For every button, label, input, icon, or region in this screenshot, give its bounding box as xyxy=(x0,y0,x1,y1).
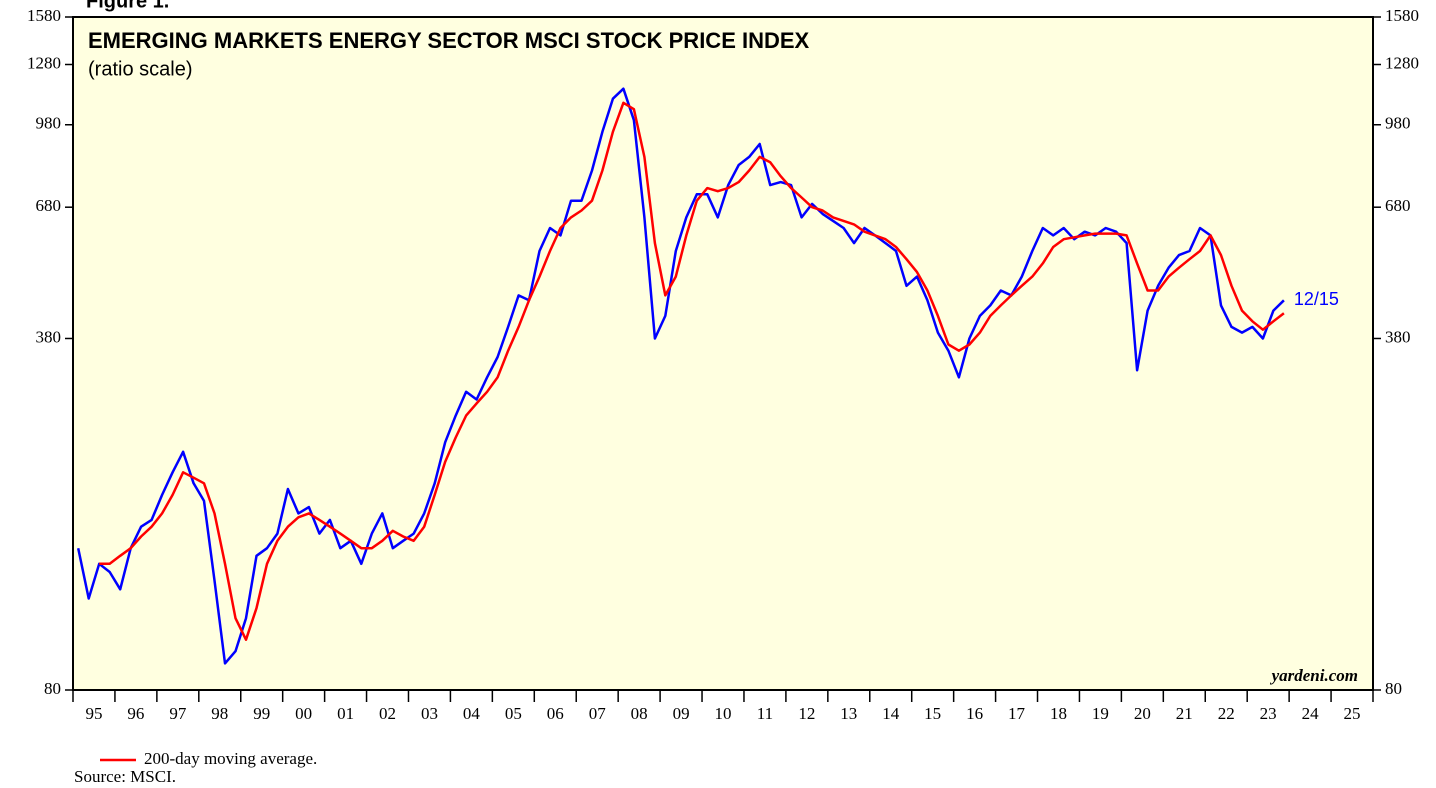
plot-area xyxy=(72,16,1374,691)
y-tick-label-right: 980 xyxy=(1385,114,1411,133)
x-tick-label: 98 xyxy=(211,704,228,723)
x-tick-label: 21 xyxy=(1176,704,1193,723)
x-tick-label: 04 xyxy=(463,704,481,723)
y-tick-label: 1580 xyxy=(27,6,61,25)
x-tick-label: 95 xyxy=(85,704,102,723)
x-tick-label: 19 xyxy=(1092,704,1109,723)
x-tick-label: 13 xyxy=(840,704,857,723)
x-tick-label: 01 xyxy=(337,704,354,723)
y-tick-label: 80 xyxy=(44,679,61,698)
watermark: yardeni.com xyxy=(1270,666,1358,685)
x-tick-label: 96 xyxy=(127,704,144,723)
x-tick-label: 23 xyxy=(1260,704,1277,723)
x-tick-label: 17 xyxy=(1008,704,1026,723)
x-tick-label: 07 xyxy=(589,704,607,723)
y-tick-label-right: 80 xyxy=(1385,679,1402,698)
y-tick-label: 1280 xyxy=(27,53,61,72)
figure-label: Figure 1. xyxy=(86,0,169,12)
y-tick-label: 380 xyxy=(36,327,62,346)
y-tick-label-right: 1280 xyxy=(1385,53,1419,72)
x-tick-label: 24 xyxy=(1302,704,1320,723)
annotation: 12/15 xyxy=(1294,289,1339,309)
x-tick-label: 10 xyxy=(715,704,732,723)
x-tick-label: 18 xyxy=(1050,704,1067,723)
x-tick-label: 20 xyxy=(1134,704,1151,723)
x-tick-label: 14 xyxy=(882,704,900,723)
x-tick-label: 22 xyxy=(1218,704,1235,723)
series-line xyxy=(99,101,1285,641)
y-tick-label: 980 xyxy=(36,114,62,133)
x-tick-label: 00 xyxy=(295,704,312,723)
x-tick-label: 09 xyxy=(673,704,690,723)
x-tick-label: 25 xyxy=(1344,704,1361,723)
x-tick-label: 99 xyxy=(253,704,270,723)
chart-subtitle: (ratio scale) xyxy=(88,58,192,80)
x-tick-label: 08 xyxy=(631,704,648,723)
x-tick-label: 97 xyxy=(169,704,187,723)
x-tick-label: 15 xyxy=(924,704,941,723)
y-tick-label-right: 680 xyxy=(1385,196,1411,215)
x-tick-label: 02 xyxy=(379,704,396,723)
series-line xyxy=(76,87,1285,665)
x-tick-label: 16 xyxy=(966,704,983,723)
x-tick-label: 03 xyxy=(421,704,438,723)
x-tick-label: 11 xyxy=(757,704,773,723)
x-tick-label: 05 xyxy=(505,704,522,723)
source-note: Source: MSCI. xyxy=(74,767,176,786)
y-tick-label-right: 1580 xyxy=(1385,6,1419,25)
x-tick-label: 06 xyxy=(547,704,564,723)
chart-title: EMERGING MARKETS ENERGY SECTOR MSCI STOC… xyxy=(88,28,810,53)
x-tick-label: 12 xyxy=(798,704,815,723)
y-tick-label-right: 380 xyxy=(1385,327,1411,346)
legend-label: 200-day moving average. xyxy=(144,749,317,768)
y-tick-label: 680 xyxy=(36,196,62,215)
